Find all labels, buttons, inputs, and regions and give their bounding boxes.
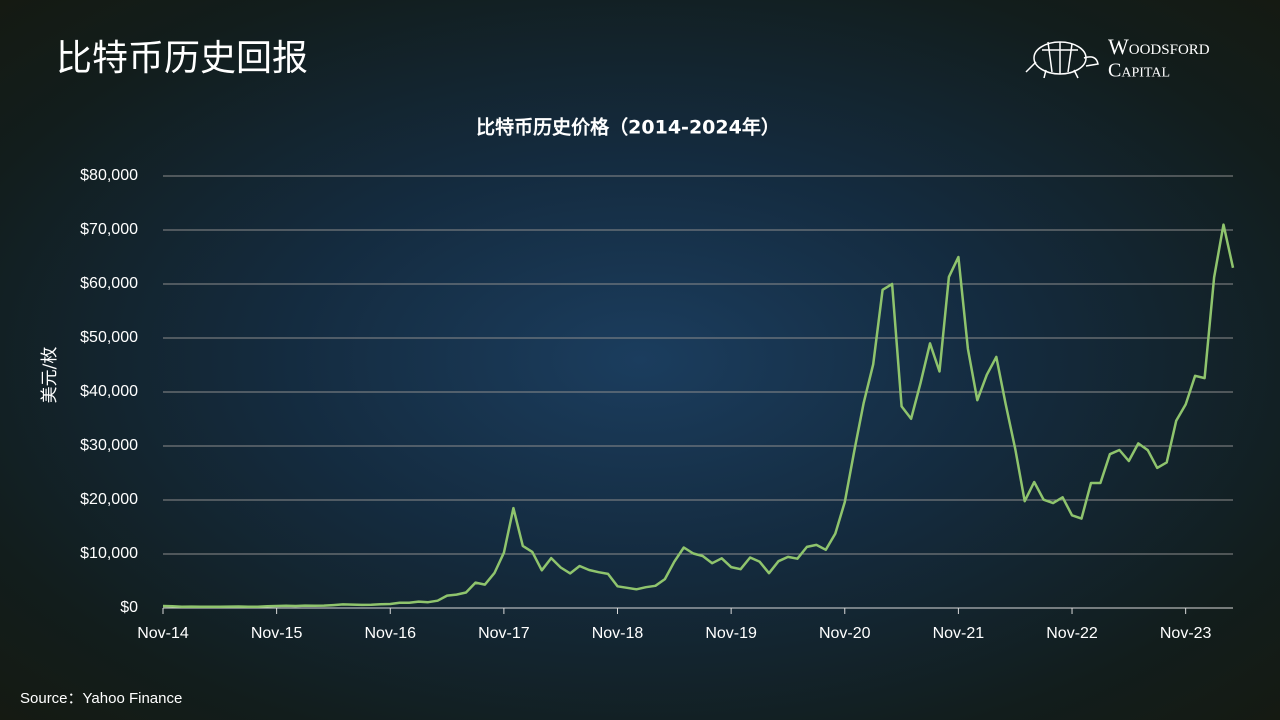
y-tick-label: $40,000 — [80, 383, 138, 400]
x-tick-label: Nov-14 — [137, 625, 189, 642]
x-tick-label: Nov-15 — [251, 625, 303, 642]
logo-pattern — [1042, 41, 1078, 74]
logo-line-1: Woodsford — [1108, 34, 1210, 59]
x-tick-label: Nov-17 — [478, 625, 530, 642]
x-tick-label: Nov-23 — [1160, 625, 1212, 642]
x-tick-label: Nov-21 — [933, 625, 985, 642]
y-axis-label: 美元/枚 — [40, 347, 60, 404]
logo-line-2: Capital — [1108, 60, 1170, 82]
x-tick-label: Nov-22 — [1046, 625, 1098, 642]
y-tick-label: $10,000 — [80, 545, 138, 562]
slide-title: 比特币历史回报 — [56, 38, 308, 79]
y-tick-label: $50,000 — [80, 329, 138, 346]
logo — [1025, 41, 1099, 79]
y-tick-label: $30,000 — [80, 437, 138, 454]
x-tick-label: Nov-19 — [705, 625, 757, 642]
x-tick-label: Nov-16 — [364, 625, 416, 642]
y-tick-label: $70,000 — [80, 221, 138, 238]
source: Source：Yahoo Finance — [20, 690, 182, 707]
x-tick-label: Nov-18 — [592, 625, 644, 642]
price-line — [162, 223, 1235, 609]
y-tick-label: $60,000 — [80, 275, 138, 292]
y-tick-label: $80,000 — [80, 167, 138, 184]
y-tick-label: $0 — [120, 599, 138, 616]
chart-title: 比特币历史价格（2014-2024年） — [476, 116, 780, 139]
logo-legs — [1025, 56, 1099, 79]
y-tick-label: $20,000 — [80, 491, 138, 508]
x-tick-label: Nov-20 — [819, 625, 871, 642]
